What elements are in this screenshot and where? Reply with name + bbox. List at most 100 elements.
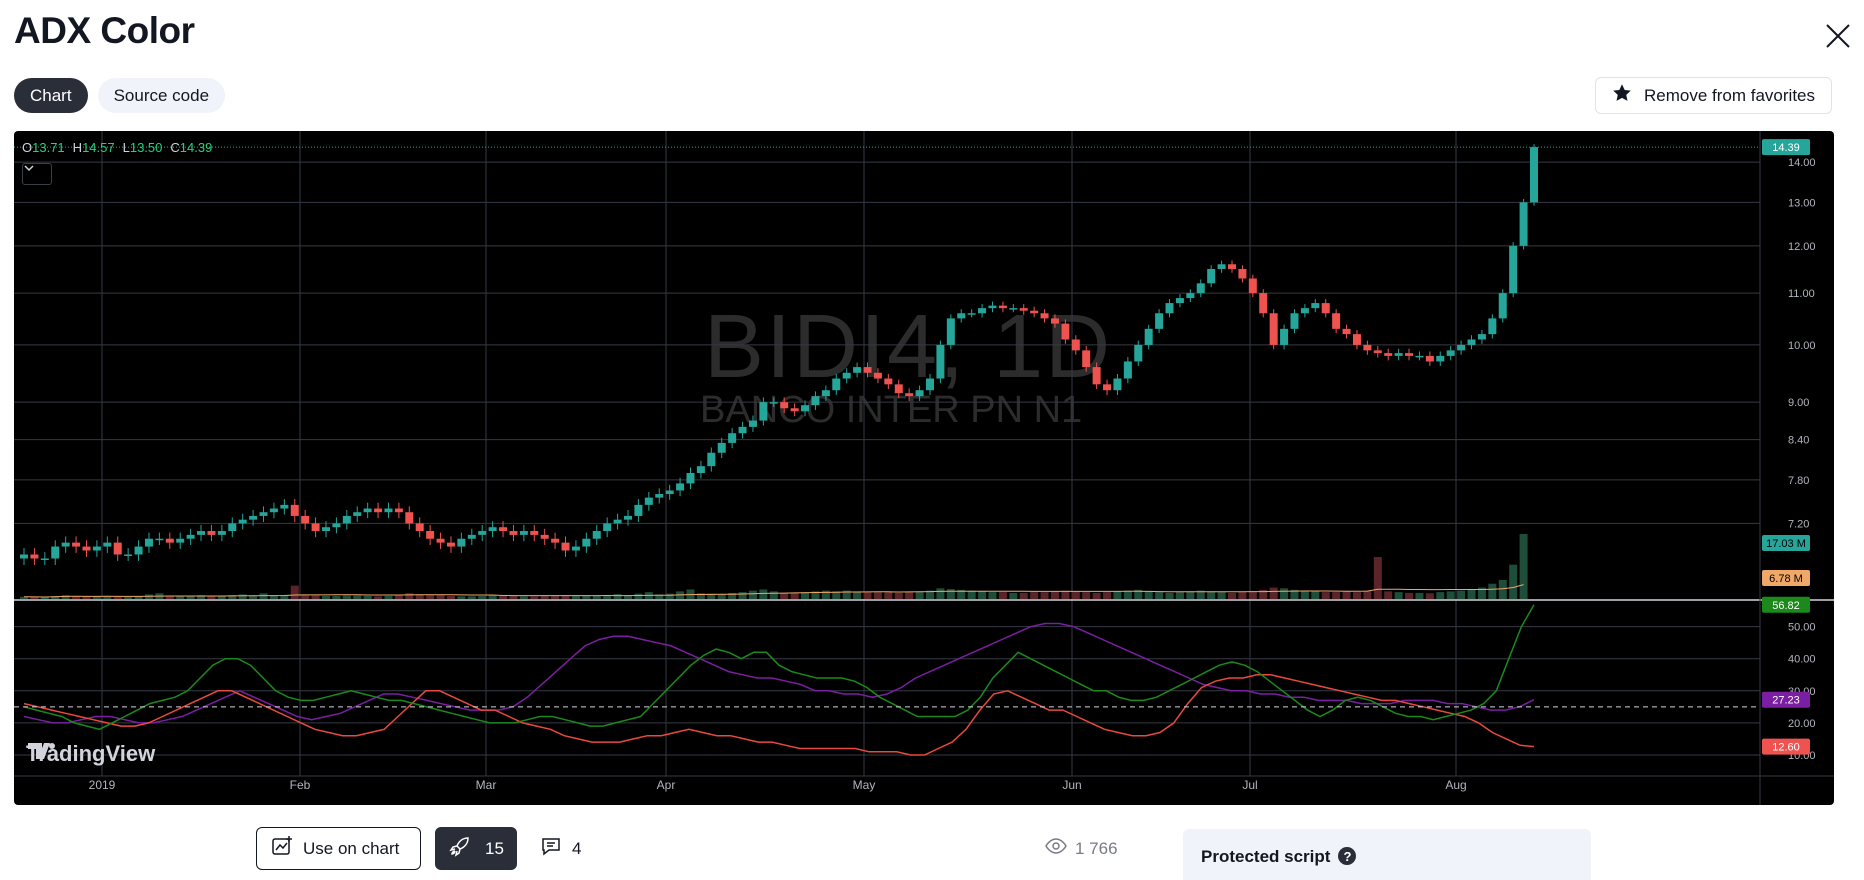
use-on-chart-button[interactable]: Use on chart — [256, 827, 421, 870]
volume-bar — [1061, 590, 1070, 599]
candle-body — [332, 523, 341, 528]
volume-bar — [936, 588, 945, 599]
adx-axis-label: 40.00 — [1788, 654, 1816, 666]
candle-body — [665, 490, 674, 495]
di-minus-badge-bg — [1762, 738, 1810, 755]
candle-body — [592, 531, 601, 539]
candle-body — [290, 504, 299, 516]
price-chart-svg[interactable]: 14.00 13.00 12.00 11.00 10.00 9.00 8.40 7.80 7.2… — [14, 131, 1834, 805]
tab-chart[interactable]: Chart — [14, 78, 88, 113]
volume-bar — [540, 595, 549, 599]
star-icon — [1612, 83, 1632, 108]
candle-body — [894, 384, 903, 394]
candle-body — [1217, 264, 1226, 269]
volume-bar — [322, 595, 330, 599]
candle-body — [696, 466, 705, 474]
legend-collapse-button[interactable] — [22, 163, 52, 185]
help-icon[interactable]: ? — [1338, 847, 1357, 865]
candle-body — [1071, 339, 1080, 351]
candle-body — [634, 504, 643, 516]
candle-body — [676, 483, 685, 491]
candle-body — [61, 542, 70, 547]
volume-bar — [561, 595, 570, 599]
volume-bar — [530, 596, 539, 599]
candle-body — [426, 531, 435, 539]
volume-ma-badge: 6.78 M — [1769, 573, 1803, 585]
volume-bar — [1457, 590, 1466, 599]
candle-body — [863, 367, 872, 373]
volume-bar — [290, 585, 299, 599]
chart-panel[interactable]: BIDI4, 1D BANCO INTER PN N1 14.00 13.00 12… — [14, 131, 1834, 805]
candle-body — [20, 554, 28, 559]
rocket-icon — [449, 835, 471, 862]
volume-bar — [1113, 591, 1122, 599]
candle-body — [1498, 293, 1507, 319]
volume-bar — [1311, 591, 1320, 599]
volume-bar — [780, 592, 789, 599]
tradingview-logo[interactable]: TradingView — [26, 741, 155, 767]
adx-axis-label: 20.00 — [1788, 718, 1816, 730]
volume-bar — [1300, 590, 1309, 599]
volume-bar — [436, 595, 445, 599]
candle-body — [1259, 293, 1268, 314]
candle-body — [1425, 355, 1434, 362]
candle-body — [561, 542, 570, 551]
candle-body — [748, 420, 757, 427]
volume-bar — [1352, 592, 1361, 599]
volume-bar — [1165, 592, 1174, 599]
volume-bar — [738, 592, 747, 599]
close-icon[interactable] — [1824, 22, 1852, 50]
candle-body — [457, 538, 466, 547]
candle-body — [603, 523, 612, 532]
volume-bar — [374, 596, 383, 599]
protected-script-panel: Protected script ? — [1183, 829, 1591, 880]
candle-body — [1238, 268, 1247, 279]
candle-body — [1155, 313, 1164, 329]
volume-bar — [905, 592, 914, 599]
volume-bar — [20, 596, 28, 599]
candle-body — [1509, 245, 1518, 294]
candle-body — [311, 523, 320, 532]
price-axis-label: 8.40 — [1788, 435, 1809, 447]
candle-body — [884, 378, 893, 385]
price-axis-label: 9.00 — [1788, 397, 1809, 409]
price-axis-label: 7.20 — [1788, 518, 1809, 530]
candle-body — [165, 538, 174, 543]
boost-button[interactable]: 15 — [435, 827, 517, 870]
candle-body — [342, 515, 351, 524]
candle-body — [915, 390, 924, 397]
tab-source-code[interactable]: Source code — [97, 78, 226, 113]
volume-bar — [655, 594, 664, 599]
volume-bar — [488, 595, 497, 599]
candle-body — [415, 523, 424, 532]
candle-body — [405, 512, 414, 524]
candle-body — [176, 538, 185, 543]
candle-body — [144, 538, 153, 547]
comment-count: 4 — [572, 838, 582, 858]
candle-body — [1196, 283, 1205, 294]
candle-body — [873, 372, 882, 379]
candle-body — [238, 519, 247, 524]
volume-badge: 17.03 M — [1766, 538, 1806, 550]
volume-bar — [1446, 591, 1455, 599]
volume-bar — [1082, 592, 1091, 599]
time-axis-label: May — [853, 778, 876, 792]
candle-body — [1467, 339, 1476, 345]
volume-bar — [238, 594, 247, 599]
adx-badge-bg — [1762, 596, 1810, 613]
candle-body — [1092, 367, 1101, 385]
remove-favorites-button[interactable]: Remove from favorites — [1595, 77, 1832, 114]
candle-body — [488, 527, 497, 532]
candle-body — [624, 515, 632, 520]
comments-button[interactable]: 4 — [540, 827, 581, 870]
candle-body — [707, 452, 716, 467]
volume-bar — [1467, 589, 1476, 599]
last-price-badge-bg — [1762, 139, 1810, 156]
volume-bar — [30, 597, 39, 599]
candle-body — [40, 558, 49, 560]
candle-body — [103, 542, 112, 547]
volume-bar — [1332, 592, 1341, 599]
volume-bar — [1207, 591, 1216, 599]
candle-body — [978, 308, 987, 314]
